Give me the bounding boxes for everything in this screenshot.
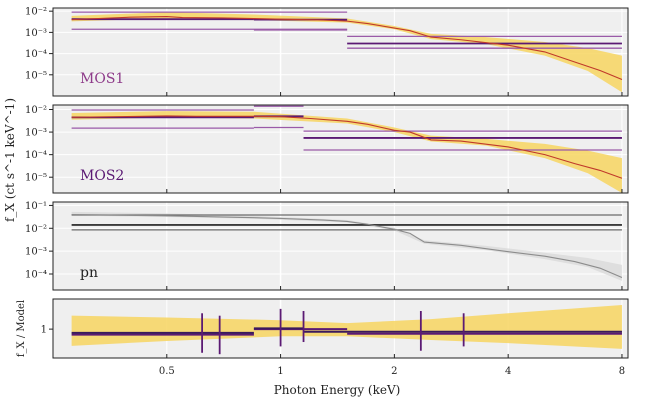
panel-mos1: 10⁻⁵ 10⁻⁴ 10⁻³ 10⁻² MOS1 [25,7,629,97]
y-tick-label: 10⁻³ [25,247,47,258]
y-tick-label: 10⁻² [25,105,47,116]
y-tick-label: 10⁻³ [25,28,47,39]
ratio-axis-label: f_X / Model [16,300,27,357]
panel-mos2: 10⁻⁵ 10⁻⁴ 10⁻³ 10⁻² MOS2 [25,104,629,194]
y-tick-label: 10⁻⁴ [25,270,47,281]
panel-frame [52,298,629,359]
y-tick-label: 10⁻³ [25,128,47,139]
y-tick-label: 1 [41,325,47,336]
y-tick-label: 10⁻¹ [25,201,47,212]
y-axis-label: f_X (ct s^-1 keV^-1) [3,98,17,222]
panel-label: MOS2 [80,168,124,184]
y-tick-label: 10⁻² [25,7,47,18]
x-tick-label: 8 [619,366,625,377]
y-tick-label: 10⁻⁴ [25,49,47,60]
y-tick-label: 10⁻² [25,224,47,235]
x-axis-label: Photon Energy (keV) [274,383,401,397]
x-tick-label: 1 [277,366,283,377]
model-line [71,213,623,279]
y-tick-label: 10⁻⁵ [25,70,47,81]
x-tick-label: 2 [391,366,397,377]
model-line [71,115,623,179]
x-tick-label: 4 [505,366,511,377]
panel-ratio: 1 f_X / Model [16,298,629,359]
panel-frame [52,201,629,291]
chart-panels: 10⁻⁵ 10⁻⁴ 10⁻³ 10⁻² MOS1 10⁻⁵ 10⁻⁴ 10⁻³ 10⁻² MOS2… [16,7,629,377]
panel-frame [52,7,629,97]
panel-pn: 10⁻⁴ 10⁻³ 10⁻² 10⁻¹ pn [25,201,629,291]
model-line [71,15,623,81]
y-tick-label: 10⁻⁴ [25,150,47,161]
panel-frame [52,104,629,194]
x-tick-label: 0.5 [159,366,175,377]
panel-label: pn [80,265,98,281]
y-axis-label-text: f_X (ct s^-1 keV^-1) [3,98,17,222]
panel-label: MOS1 [80,71,124,87]
model-uncertainty-band [71,304,622,349]
y-tick-label: 10⁻⁵ [25,173,47,184]
